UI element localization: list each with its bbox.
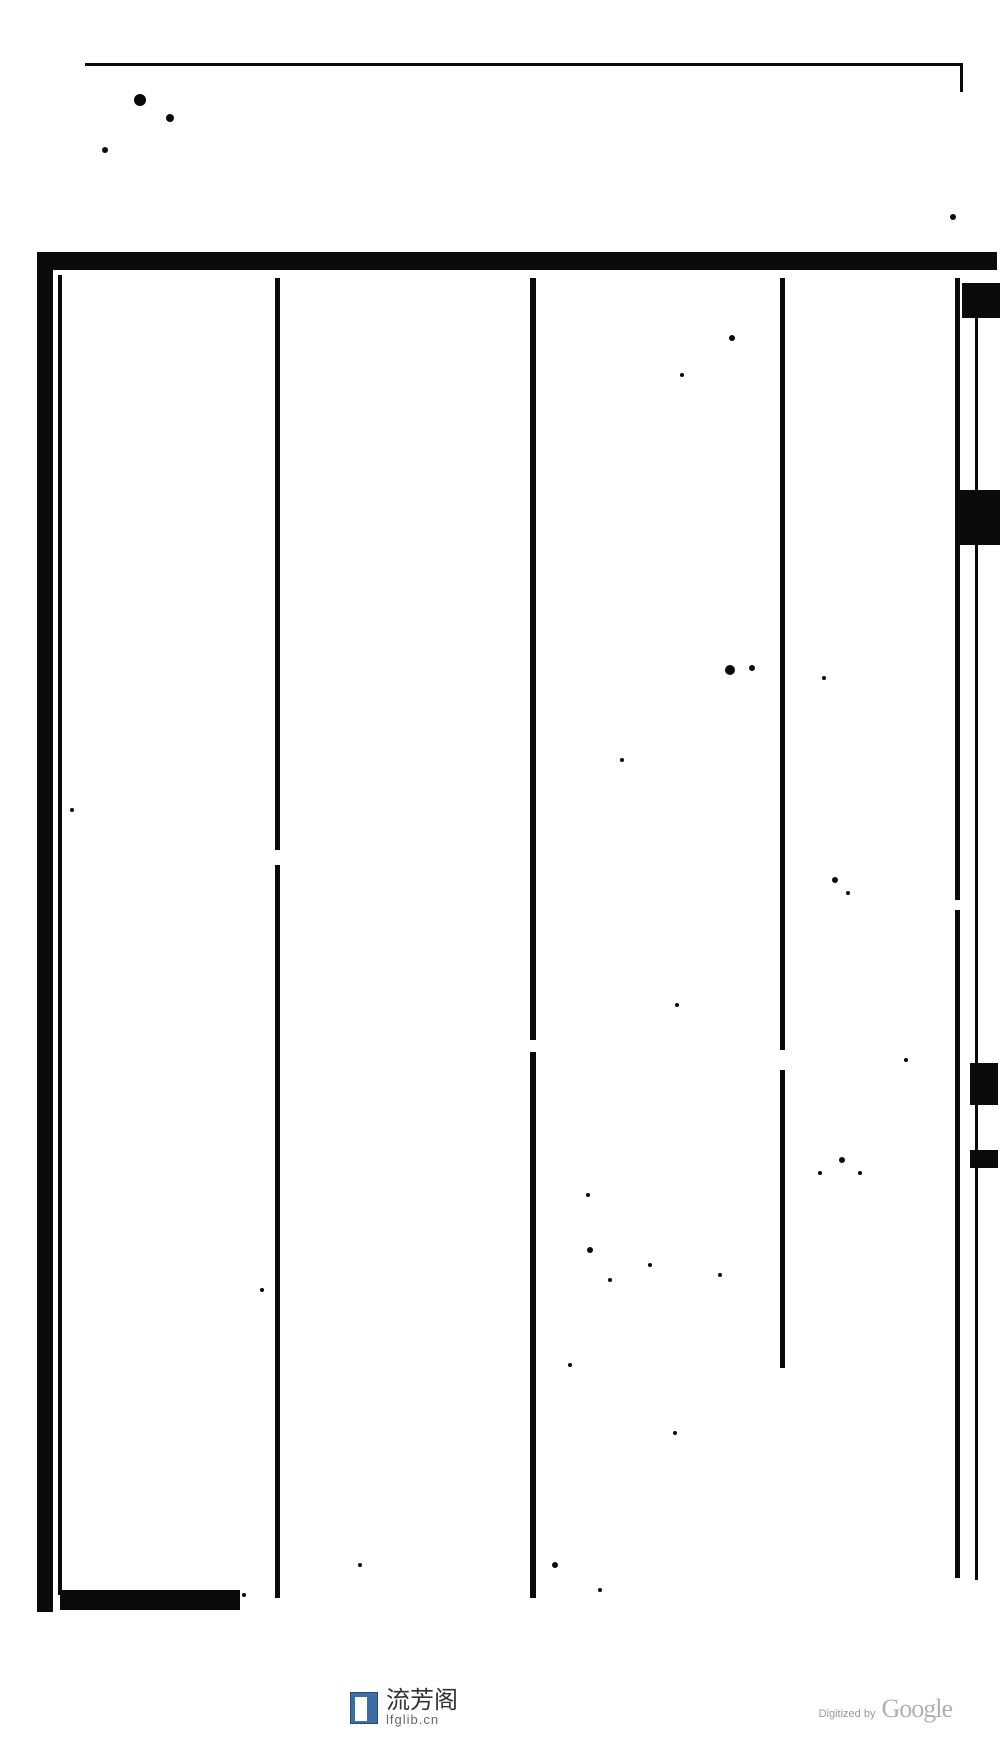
site-name-stack: 流芳阁 lfglib.cn: [386, 1689, 458, 1726]
scanned-page: [0, 0, 1002, 1744]
site-name-cn: 流芳阁: [386, 1689, 458, 1713]
site-watermark: 流芳阁 lfglib.cn: [350, 1689, 458, 1726]
book-icon: [350, 1692, 378, 1724]
digitized-label: Digitized by: [819, 1708, 876, 1720]
site-name-en: lfglib.cn: [386, 1713, 458, 1726]
google-logo: Google: [881, 1694, 952, 1724]
digitized-watermark: Digitized by Google: [819, 1694, 952, 1724]
